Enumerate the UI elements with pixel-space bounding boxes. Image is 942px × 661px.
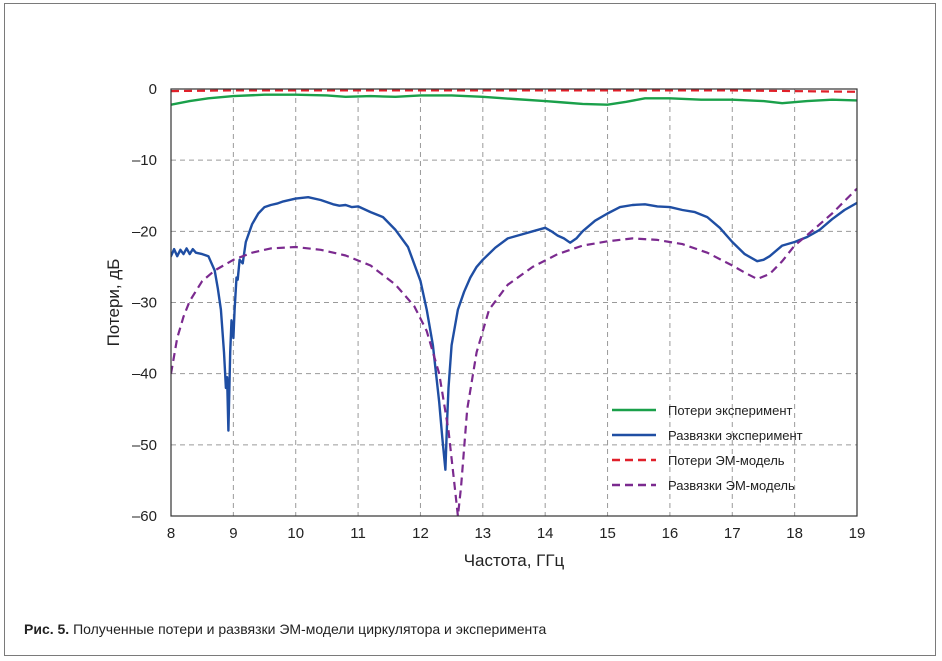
x-tick-label: 9 (229, 525, 237, 542)
legend-label: Развязки ЭМ-модель (668, 478, 795, 493)
series-line-1 (171, 93, 857, 106)
x-tick-label: 11 (350, 525, 366, 542)
x-tick-label: 18 (786, 525, 803, 542)
y-tick-label: –30 (132, 295, 157, 312)
figure-caption: Рис. 5. Полученные потери и развязки ЭМ-… (24, 621, 546, 637)
x-axis-ticks: 8 9 10 11 12 13 14 15 16 17 18 19 (167, 525, 866, 542)
series-line-2 (171, 195, 857, 471)
x-tick-label: 10 (287, 525, 304, 542)
y-tick-label: –50 (132, 437, 157, 454)
series-layer (171, 89, 857, 516)
y-axis-ticks: 0 –10 –20 –30 –40 –50 –60 (132, 81, 157, 525)
figure-frame (4, 3, 936, 656)
series-line-3 (171, 89, 857, 93)
x-tick-label: 16 (662, 525, 679, 542)
legend-label: Потери эксперимент (668, 403, 793, 418)
x-tick-label: 13 (474, 525, 491, 542)
plot-area-border (170, 88, 858, 517)
grid-lines (171, 89, 857, 516)
y-tick-label: –40 (132, 366, 157, 383)
y-tick-label: –20 (132, 223, 157, 240)
x-tick-label: 12 (412, 525, 429, 542)
legend-label: Потери ЭМ-модель (668, 453, 785, 468)
caption-text: Полученные потери и развязки ЭМ-модели ц… (69, 621, 547, 637)
caption-label: Рис. 5. (24, 621, 70, 637)
x-axis-label: Частота, ГГц (464, 551, 565, 570)
y-axis-label: Потери, дБ (104, 259, 123, 347)
x-tick-label: 14 (537, 525, 554, 542)
x-tick-label: 17 (724, 525, 741, 542)
x-tick-label: 15 (599, 525, 616, 542)
y-tick-label: –60 (132, 508, 157, 525)
x-tick-label: 19 (849, 525, 866, 542)
x-tick-label: 8 (167, 525, 175, 542)
y-tick-label: –10 (132, 152, 157, 169)
y-tick-label: 0 (149, 81, 157, 98)
legend-label: Развязки эксперимент (668, 428, 803, 443)
legend: Потери эксперимент Развязки эксперимент По… (612, 403, 803, 493)
